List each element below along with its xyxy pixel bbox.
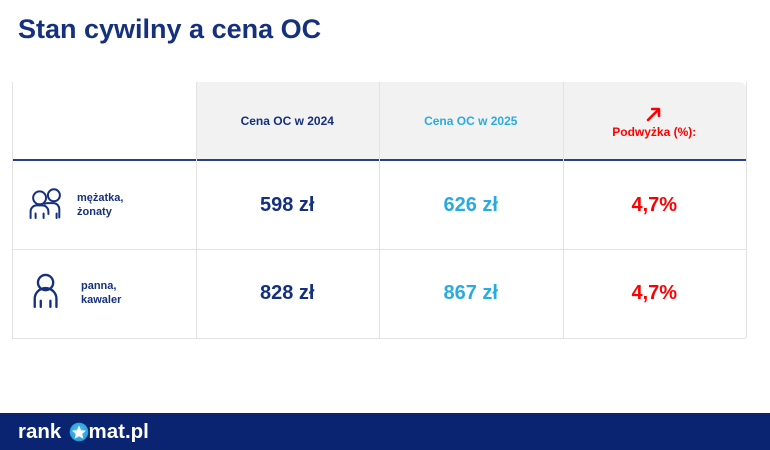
- svg-text:mat.pl: mat.pl: [89, 420, 149, 443]
- svg-text:rank: rank: [18, 420, 62, 443]
